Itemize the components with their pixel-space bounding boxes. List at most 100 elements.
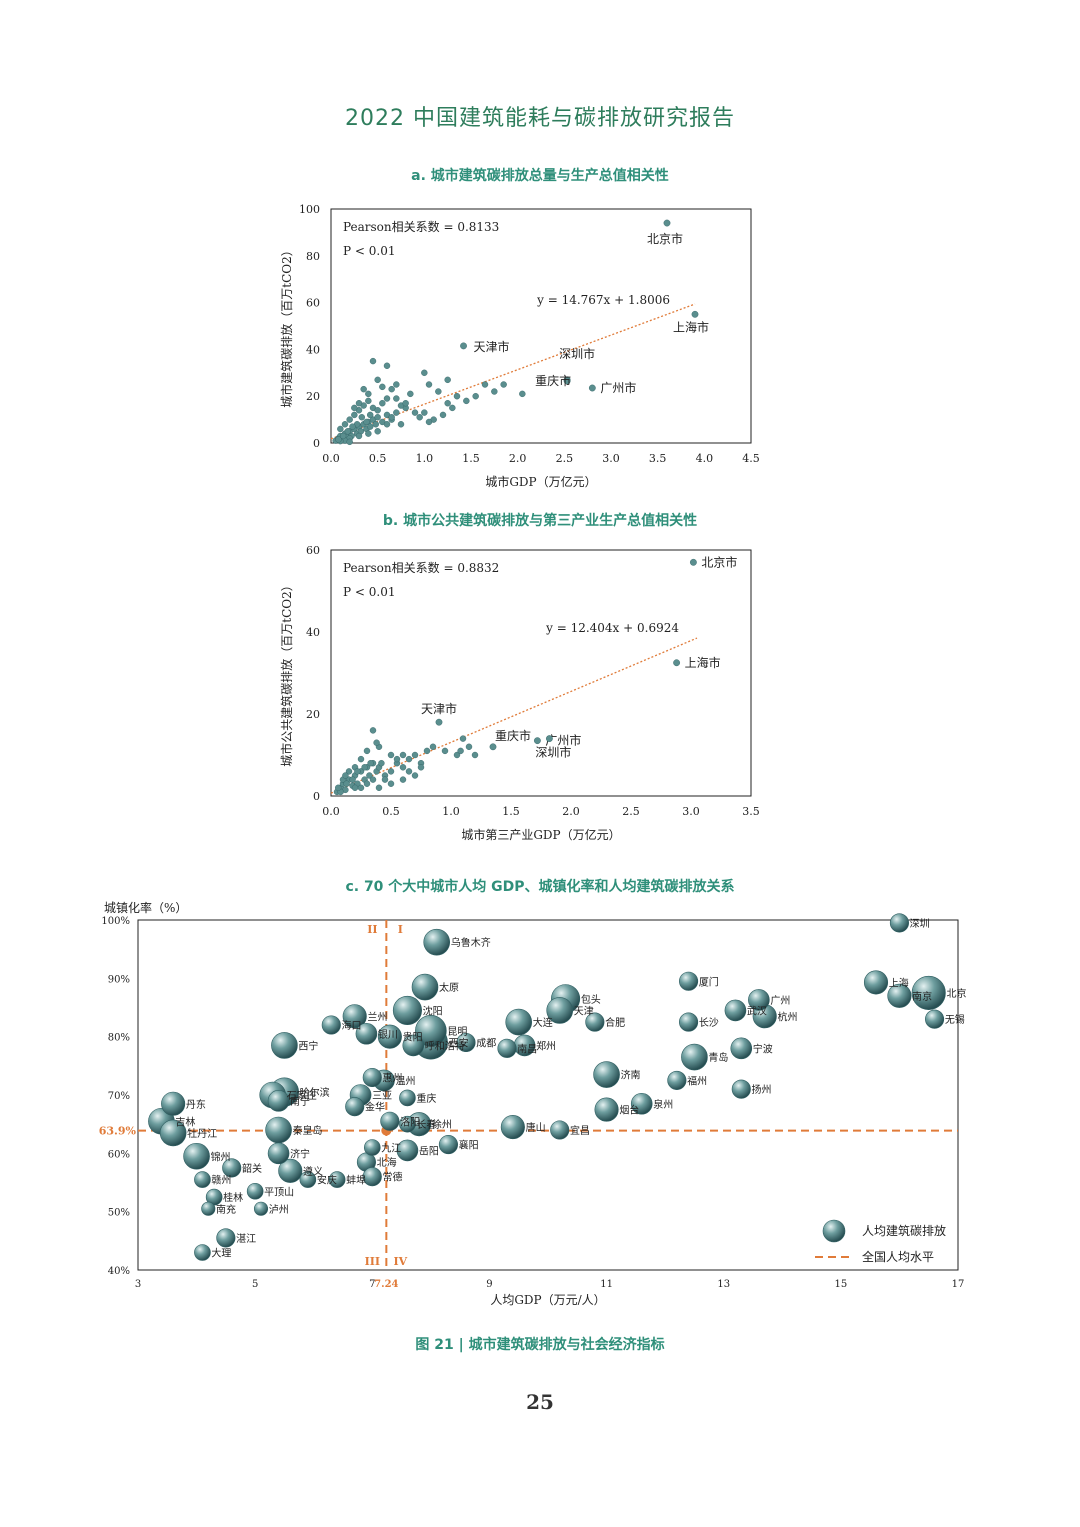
chart-c-bubble (362, 1067, 382, 1088)
chart-a-y-tick-label: 60 (306, 297, 320, 310)
chart-c-city-label: 太原 (439, 981, 459, 994)
chart-c-city-label: 三亚 (372, 1091, 392, 1102)
chart-c-national-x-label: 7.24 (374, 1279, 398, 1290)
chart-c-y-tick-label: 70% (108, 1091, 130, 1102)
chart-a-pearson: Pearson相关系数 = 0.8133 (343, 219, 499, 234)
chart-b-point (343, 780, 350, 787)
chart-c-x-tick-label: 3 (135, 1279, 141, 1290)
chart-a-point-2 (460, 342, 467, 350)
chart-b-y-tick-label: 40 (306, 626, 320, 639)
chart-a-trend-line (330, 303, 696, 440)
chart-c-bubble (456, 1032, 476, 1053)
chart-c-bubble (863, 970, 889, 995)
chart-b-point (375, 784, 383, 791)
chart-c-bubble (889, 913, 909, 933)
chart-b-point (381, 776, 389, 783)
chart-a-x-tick-label: 4.0 (696, 452, 714, 465)
chart-a-point (407, 390, 414, 398)
chart-c-quadrant-label: I (398, 923, 403, 936)
chart-b-point (366, 772, 373, 779)
chart-b-point (411, 751, 419, 759)
chart-c-bubble (911, 975, 946, 1010)
chart-b-point (471, 751, 479, 759)
chart-c-bubble (402, 1034, 425, 1057)
chart-c-city-label: 海口 (342, 1019, 362, 1032)
chart-c-city-label: 呼和浩特 (425, 1040, 465, 1052)
chart-c-y-tick-label: 60% (108, 1149, 130, 1160)
chart-a-point (388, 385, 395, 393)
chart-c-city-label: 安庆 (317, 1174, 337, 1187)
chart-a-pvalue: P < 0.01 (343, 244, 395, 258)
chart-b-point-2 (435, 718, 443, 726)
chart-c-bubble (438, 1135, 458, 1155)
chart-c-bubble (246, 1182, 264, 1200)
chart-a-point (367, 423, 374, 430)
chart-c-city-label: 昆明 (447, 1026, 467, 1038)
chart-c-city-label: 烟台 (619, 1104, 639, 1117)
chart-b-point (363, 747, 371, 755)
chart-c-legend-label: 人均建筑碳排放 (862, 1223, 946, 1238)
chart-c-bubble (399, 1115, 416, 1133)
chart-a-point-label: 北京市 (647, 231, 683, 246)
chart-c-city-label: 石家庄 (287, 1089, 317, 1102)
chart-b-point-label: 上海市 (685, 655, 721, 670)
chart-c-y-tick-label: 40% (108, 1266, 130, 1277)
chart-c-bubble (216, 1228, 236, 1248)
chart-c-national-y-label: 63.9% (99, 1125, 137, 1138)
chart-c-bubble (362, 1167, 382, 1187)
chart-b-point (399, 776, 407, 783)
chart-c-bubble (271, 1032, 298, 1059)
chart-c-city-label: 北京 (946, 987, 966, 1000)
chart-b-point (342, 772, 349, 779)
chart-c-bubble (321, 1015, 341, 1035)
chart-c-bubble (380, 1111, 400, 1131)
chart-b-x-tick-label: 2.5 (622, 805, 640, 818)
chart-c-bubble (925, 1009, 945, 1029)
chart-c-city-label: 徐州 (432, 1118, 452, 1131)
chart-b-point-4 (534, 737, 541, 745)
chart-c-city-label: 牡丹江 (187, 1127, 217, 1140)
chart-a-point (393, 395, 400, 402)
chart-c-bubble (159, 1119, 187, 1147)
chart-c-city-label: 成都 (476, 1038, 496, 1050)
chart-c-city-label: 济宁 (290, 1147, 310, 1160)
chart-a-point (388, 414, 395, 421)
chart-c-bubble (265, 1116, 292, 1144)
chart-b-point (373, 739, 380, 746)
chart-c-y-tick-label: 50% (108, 1208, 130, 1219)
chart-c-bubble (748, 989, 770, 1011)
chart-c-bubble (392, 995, 422, 1025)
chart-c-city-label: 锦州 (211, 1150, 231, 1163)
chart-c-y-tick-label: 100% (101, 916, 130, 927)
chart-b-point-label: 天津市 (421, 701, 457, 716)
chart-c-city-label: 桂林 (223, 1191, 243, 1204)
chart-a-y-axis-label: 城市建筑碳排放（百万tCO2） (279, 244, 294, 407)
chart-a-point (337, 425, 344, 433)
chart-c-bubble (679, 1012, 699, 1032)
chart-c-city-label: 深圳 (910, 918, 930, 930)
chart-a-point-5 (588, 384, 596, 392)
chart-a-plot-frame (330, 208, 752, 444)
chart-c-bubble (730, 1037, 753, 1060)
chart-b-point (357, 784, 365, 791)
chart-c-city-label: 宁波 (753, 1042, 773, 1055)
chart-c-x-tick-label: 15 (834, 1279, 847, 1290)
chart-a-point (372, 421, 379, 428)
chart-a-point (344, 428, 351, 435)
chart-c-city-label: 唐山 (526, 1121, 546, 1134)
chart-c-city-label: 广州 (770, 995, 790, 1007)
chart-a-point-label: 重庆市 (535, 373, 571, 388)
chart-c-bubble (328, 1171, 346, 1188)
chart-a-point (402, 400, 409, 407)
chart-c-bubble (355, 1022, 378, 1045)
chart-b-x-axis-label: 城市第三产业GDP（万亿元） (461, 827, 620, 842)
chart-a-point (435, 388, 442, 395)
chart-c-city-label: 厦门 (699, 975, 719, 988)
chart-c-city-label: 洛阳 (400, 1115, 420, 1128)
chart-c-city-label: 福州 (687, 1074, 707, 1087)
chart-b-title: b. 城市公共建筑碳排放与第三产业生产总值相关性 (382, 513, 698, 529)
chart-c-city-label: 湛江 (236, 1233, 256, 1245)
chart-a-x-tick-label: 3.0 (602, 452, 620, 465)
chart-c-x-tick-label: 11 (600, 1279, 613, 1290)
chart-a-point (365, 430, 372, 437)
